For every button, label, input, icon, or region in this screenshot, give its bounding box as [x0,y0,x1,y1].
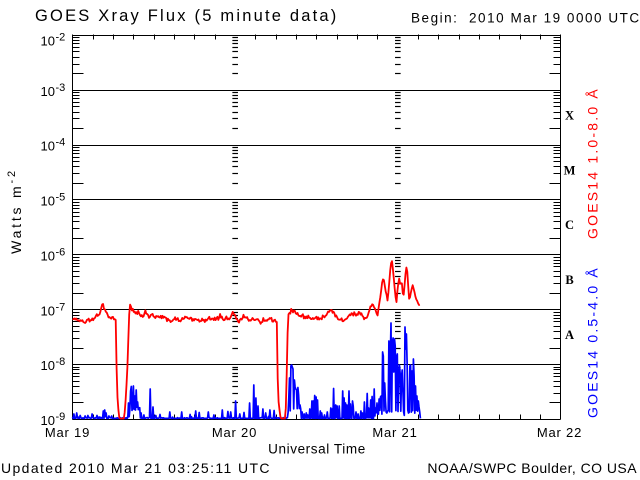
svg-text:C: C [565,218,574,232]
svg-text:GOES14 1.0-8.0 Å: GOES14 1.0-8.0 Å [585,87,601,239]
svg-text:Mar 22: Mar 22 [537,425,582,440]
svg-text:-2: -2 [56,32,66,44]
svg-text:NOAA/SWPC Boulder, CO USA: NOAA/SWPC Boulder, CO USA [427,460,637,476]
svg-text:-8: -8 [56,356,66,368]
svg-text:10: 10 [41,194,55,209]
svg-text:B: B [565,273,573,287]
svg-text:10: 10 [41,303,55,318]
svg-text:-7: -7 [56,301,66,313]
svg-text:A: A [565,328,574,342]
svg-text:Mar 21: Mar 21 [372,425,417,440]
svg-text:10: 10 [41,84,55,99]
svg-text:10: 10 [41,34,55,49]
svg-text:Universal Time: Universal Time [268,442,366,457]
svg-text:Mar 20: Mar 20 [212,425,257,440]
svg-text:-4: -4 [56,137,66,149]
svg-text:M: M [564,163,576,177]
svg-text:Watts m-2: Watts m-2 [6,168,24,254]
svg-text:10: 10 [41,248,55,263]
svg-text:X: X [565,109,574,123]
svg-text:GOES14 0.5-4.0 Å: GOES14 0.5-4.0 Å [585,266,601,418]
svg-text:-5: -5 [56,192,66,204]
svg-text:10: 10 [41,358,55,373]
svg-text:-9: -9 [56,411,66,423]
svg-text:Begin: 2010 Mar 19 0000 UTC: Begin: 2010 Mar 19 0000 UTC [411,11,640,26]
svg-text:Updated 2010 Mar 21 03:25:11 U: Updated 2010 Mar 21 03:25:11 UTC [1,460,271,476]
svg-text:-3: -3 [56,82,66,94]
svg-text:GOES Xray Flux (5 minute data): GOES Xray Flux (5 minute data) [35,7,339,25]
svg-text:-6: -6 [56,246,66,258]
svg-text:10: 10 [41,413,55,428]
svg-text:10: 10 [41,139,55,154]
svg-text:Mar 19: Mar 19 [45,425,90,440]
